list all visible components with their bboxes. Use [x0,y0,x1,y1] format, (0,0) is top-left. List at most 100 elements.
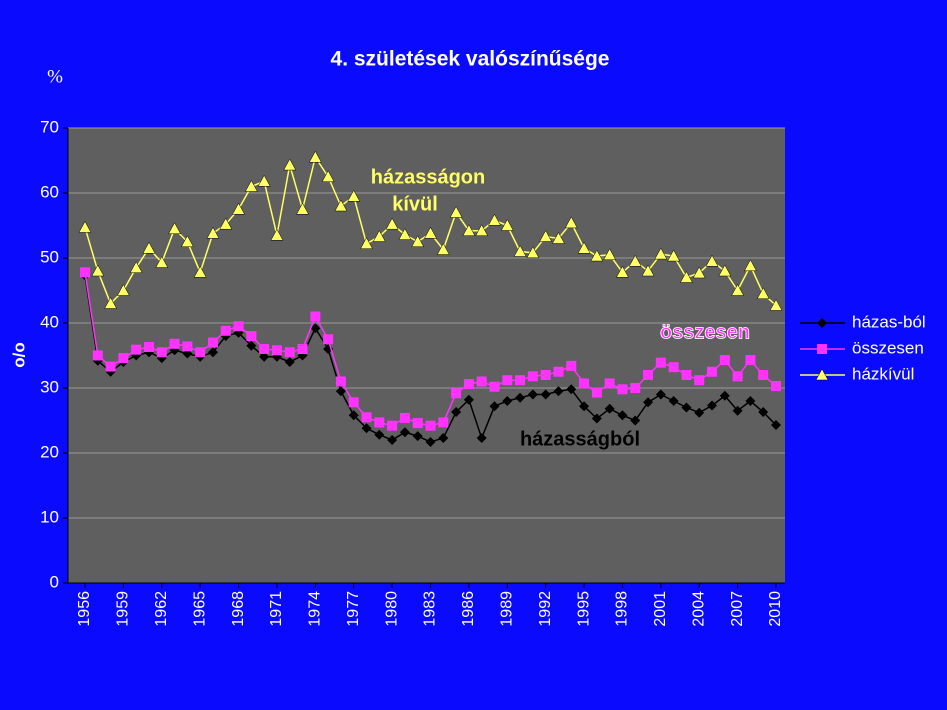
marker [374,417,385,428]
marker [436,243,450,255]
y-tick-label: 60 [40,182,59,201]
marker [296,202,309,215]
marker [668,362,679,373]
legend-label: házas-ból [852,312,926,331]
marker [617,384,628,395]
marker [552,231,565,244]
annotation: házasságból [520,428,640,450]
marker [488,213,501,226]
marker [771,420,781,431]
marker [321,170,335,182]
marker [553,366,564,377]
marker [425,436,436,447]
marker [628,254,642,267]
marker [80,267,90,278]
marker [297,344,308,354]
marker [489,381,500,392]
marker [398,228,412,240]
marker [476,433,487,444]
x-tick-label: 2001 [652,591,669,627]
marker [463,394,474,405]
marker [92,350,103,361]
marker [719,390,730,401]
chart-title: 4. születések valószínűsége [331,48,610,71]
marker [335,376,346,387]
marker [515,375,526,386]
marker [412,418,423,429]
marker [705,254,719,267]
marker [219,217,233,230]
marker [412,431,423,442]
x-tick-label: 1974 [307,591,324,627]
marker [244,179,258,192]
x-tick-label: 2010 [767,591,784,627]
marker [694,375,705,386]
marker [566,360,577,371]
annotation: kívül [392,193,438,215]
marker [719,355,730,366]
marker [310,323,321,334]
marker [707,400,718,411]
y-tick-label: 70 [40,117,59,136]
marker [769,298,783,311]
marker [815,368,829,381]
marker [180,235,194,247]
x-tick-label: 1962 [153,591,170,627]
marker [475,224,489,236]
marker [169,338,180,349]
marker [655,357,666,368]
marker [131,344,142,355]
marker [182,341,193,352]
marker [540,370,551,380]
marker [155,256,169,268]
marker [195,347,206,358]
legend-label: összesen [852,338,924,357]
marker [758,407,769,418]
marker [745,396,756,406]
x-tick-label: 1995 [575,591,592,627]
x-tick-label: 1980 [383,591,400,627]
marker [643,397,654,408]
marker [118,353,129,364]
marker [579,378,590,389]
marker [168,222,181,234]
marker [385,217,399,230]
marker [489,401,500,412]
marker [527,389,538,400]
marker [539,230,553,242]
y-tick-label: 30 [40,377,59,396]
x-tick-label: 2007 [729,591,746,627]
marker [526,246,540,259]
marker [449,205,463,218]
marker [604,378,615,389]
marker [348,410,359,421]
x-tick-label: 1965 [191,591,208,627]
marker [347,189,361,202]
marker [463,379,474,390]
marker [271,345,282,356]
x-tick-label: 1959 [115,591,132,627]
marker [91,264,105,277]
y-tick-label: 0 [50,572,59,591]
x-tick-label: 1998 [614,591,631,627]
marker [655,389,666,400]
marker [616,265,629,278]
unit-label: % [47,66,63,87]
marker [579,401,590,412]
marker [564,216,578,229]
marker [513,244,527,257]
marker [257,174,271,187]
marker [284,357,295,367]
marker [654,247,668,260]
marker [361,423,372,434]
y-tick-label: 40 [40,312,59,331]
marker [462,224,476,236]
marker [732,371,743,382]
marker [143,342,154,353]
marker [817,344,827,354]
marker [233,321,244,332]
marker [527,371,538,382]
marker [692,266,706,279]
x-tick-label: 2004 [690,591,707,627]
marker [270,228,284,241]
